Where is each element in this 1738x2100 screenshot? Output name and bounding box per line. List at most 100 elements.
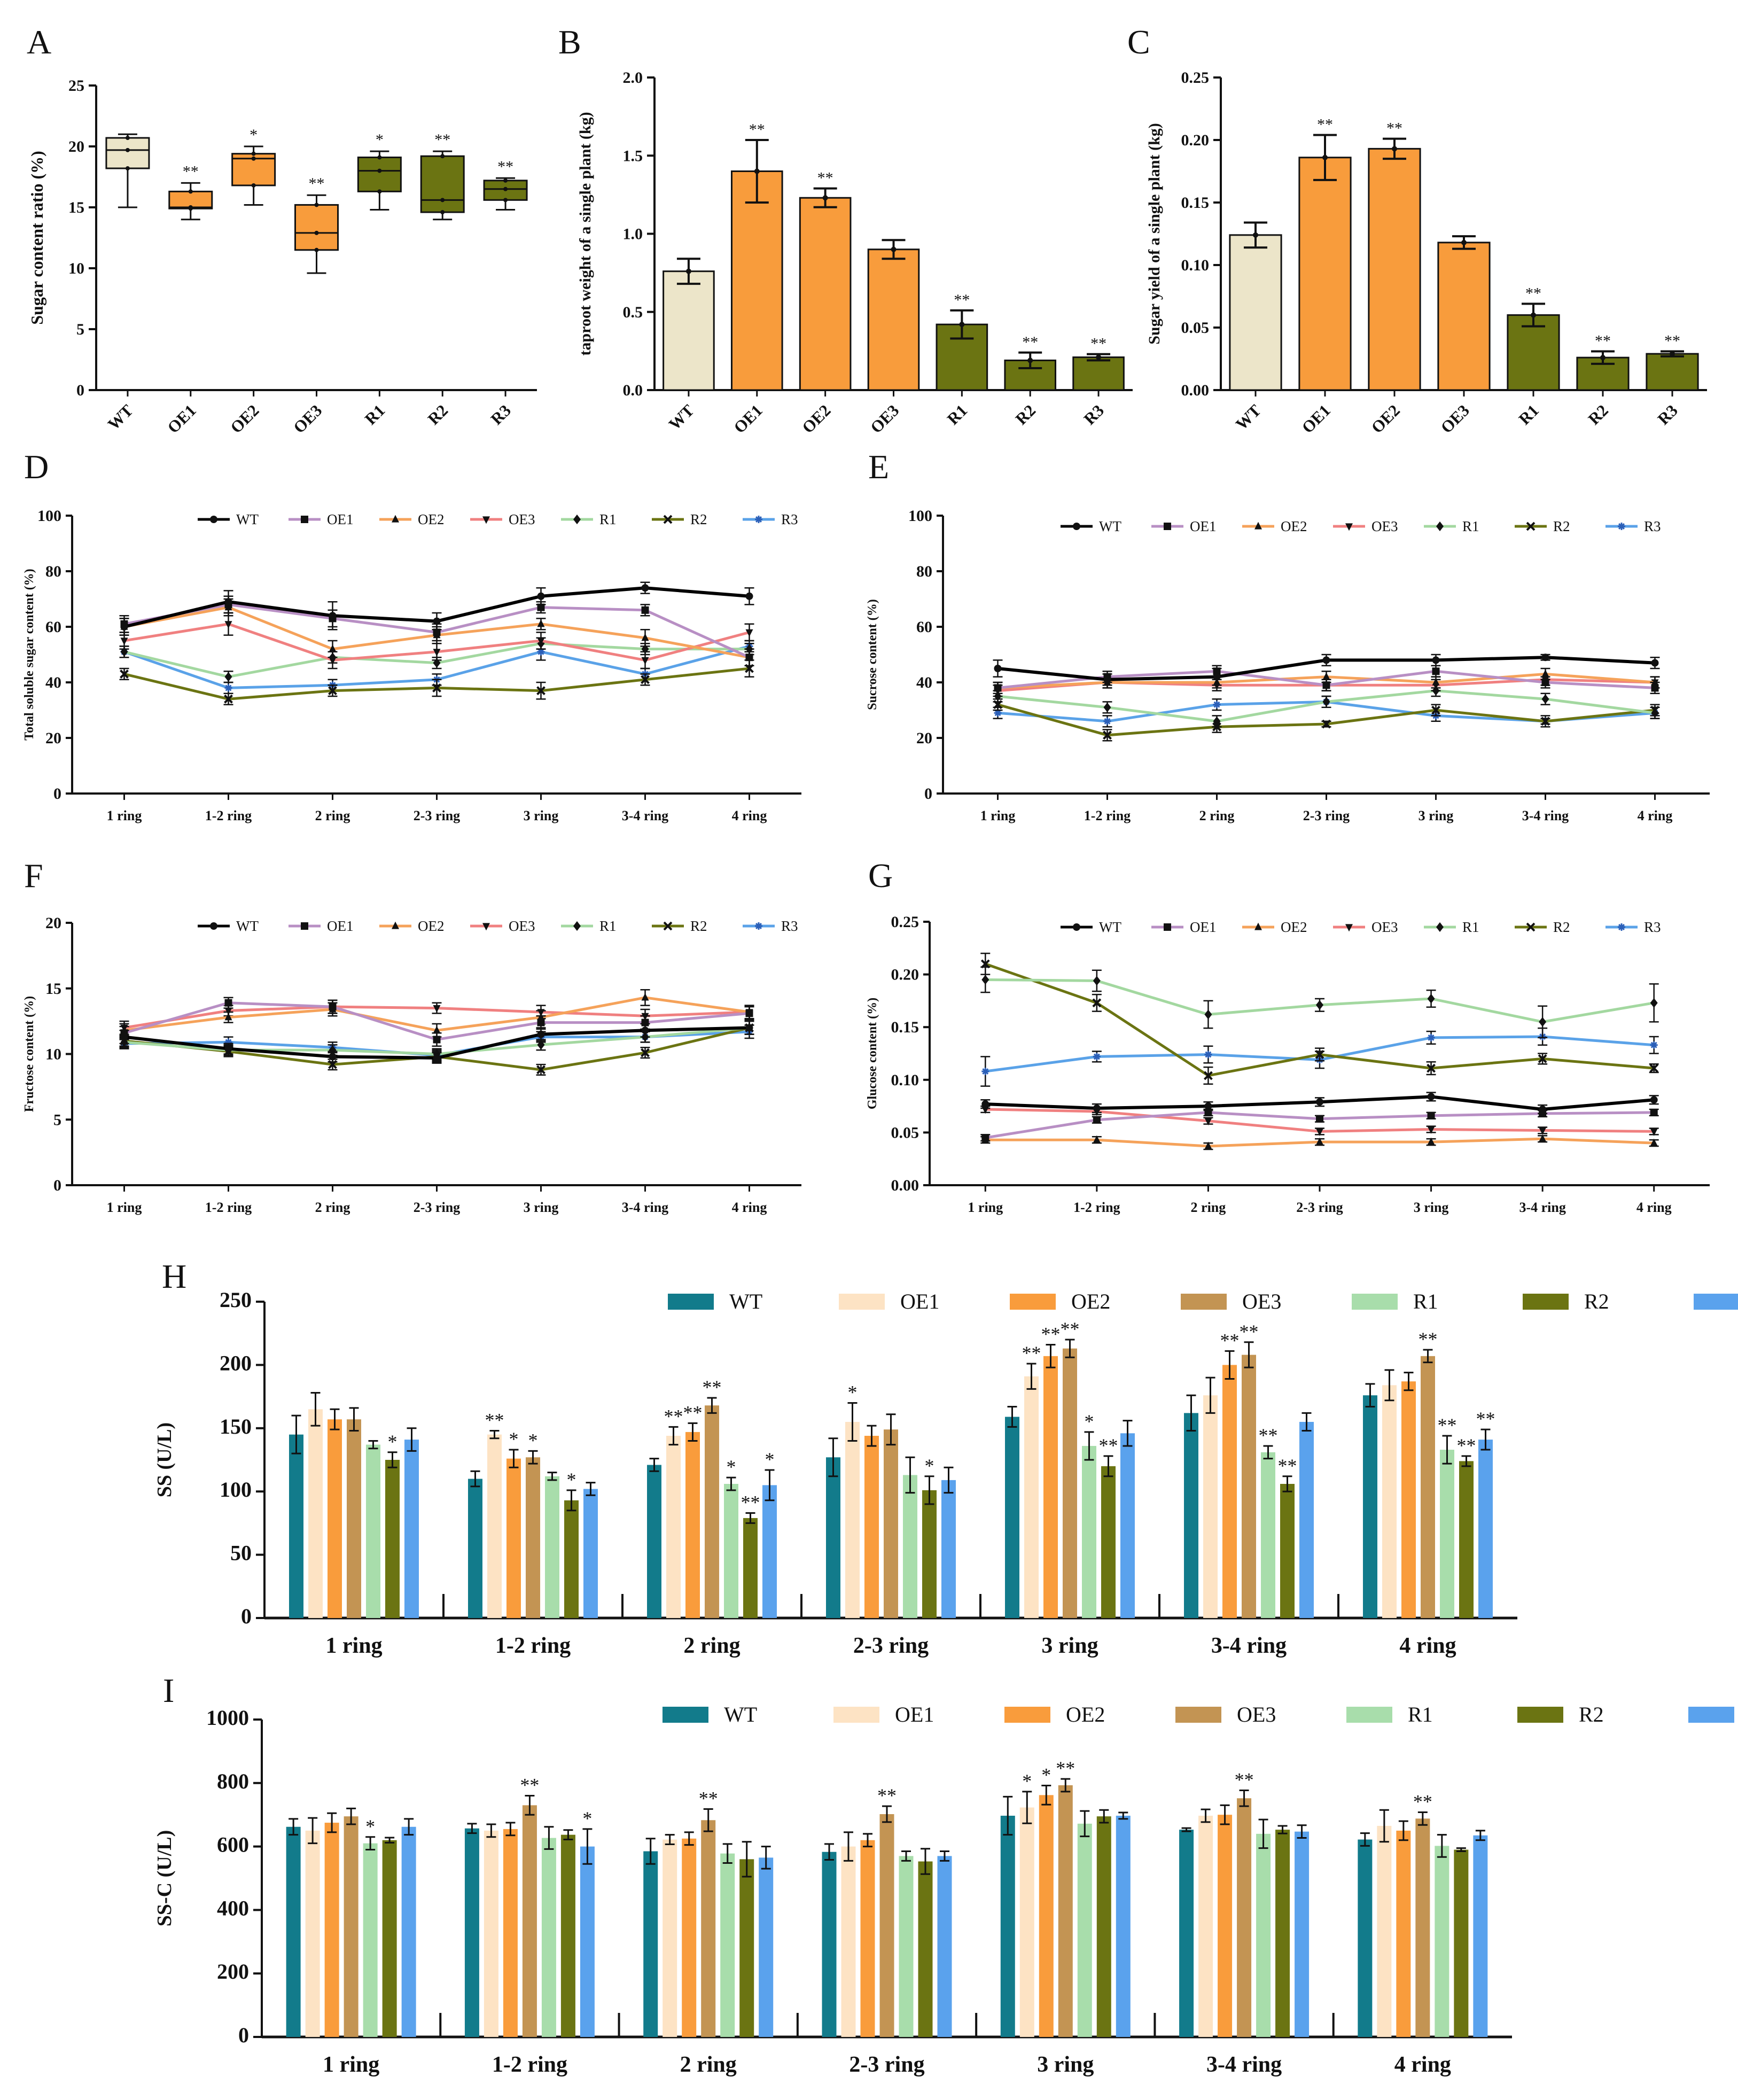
bar-R3 [1295,1831,1310,2037]
line-marker [1650,1128,1658,1136]
line-marker [1073,923,1080,931]
significance-mark: ** [1259,1425,1278,1446]
significance-mark: ** [520,1775,539,1796]
bar-OE3 [1415,1818,1430,2037]
line-marker [1651,659,1659,667]
panel-I: I 0 200 400 600 800 1000 SS-C (U/L) WT OE1 OE2 OE3 R… [153,1671,1734,2077]
line-marker [1650,1108,1658,1116]
x-category-label: 3-4 ring [1522,808,1569,823]
bar-R2 [382,1840,397,2037]
bar-WT [1184,1413,1198,1618]
bar-OE3 [1421,1356,1435,1618]
line-marker [1093,1105,1101,1113]
line-marker [1651,678,1659,686]
line-marker [573,921,581,931]
y-tick-label: 0.5 [623,304,643,321]
line-marker [641,606,649,614]
x-category-label: OE1 [163,401,199,437]
significance-mark: ** [1386,120,1402,137]
x-category-label: 2 ring [315,808,350,823]
x-category-label: 3-4 ring [1211,1634,1287,1658]
legend-label-OE1: OE1 [1190,919,1217,935]
legend-label-OE3: OE3 [1237,1702,1276,1726]
bar-OE1 [845,1421,860,1618]
line-marker [224,1038,232,1046]
x-category-label: 1-2 ring [1073,1200,1120,1215]
line-marker [641,993,649,1001]
line-marker [433,617,441,625]
bar-OE1 [730,170,783,391]
bar-OE1 [1382,1385,1397,1618]
data-point [125,166,130,171]
y-tick-label: 5 [53,1111,61,1129]
legend-label-R2: R2 [1584,1289,1609,1313]
bar-WT [1179,1830,1194,2037]
x-category-label: R3 [1654,401,1681,429]
line-marker [1651,684,1659,692]
line-marker [224,1045,232,1053]
significance-mark: * [567,1469,576,1490]
line-marker [1538,1054,1547,1063]
bar-R2 [743,1518,758,1618]
y-tick-label: 40 [45,674,61,691]
line-marker [329,612,337,620]
x-category-label: OE3 [1437,401,1473,437]
bar-R3 [1299,1421,1314,1618]
line-marker [641,584,649,592]
mean-point [1322,154,1328,160]
line-marker [1541,670,1549,677]
bar-OE1 [308,1409,323,1618]
significance-mark: ** [1457,1435,1476,1456]
bar-OE2 [1039,1795,1054,2037]
bar-WT [468,1479,482,1618]
line-marker [1316,1128,1323,1136]
line-marker [1103,730,1112,740]
box-OE3 [294,204,339,251]
line-marker [1526,522,1536,531]
line-marker [745,592,753,600]
significance-mark: ** [1220,1329,1240,1351]
y-tick-label: 200 [220,1351,252,1375]
significance-mark: ** [1438,1414,1457,1436]
x-category-label: 4 ring [732,808,767,823]
x-category-label: 4 ring [1636,1200,1672,1215]
data-point [314,203,319,207]
line-marker [1541,694,1549,704]
data-point [440,154,445,159]
y-tick-label: 0.15 [1181,194,1210,212]
legend-label-OE3: OE3 [509,918,535,934]
y-tick-label: 0 [238,2023,249,2047]
bar-R3 [1120,1433,1135,1618]
line-marker [537,637,545,645]
bar-OE1 [484,1830,498,2037]
line-marker [755,516,762,523]
significance-mark: ** [1317,116,1333,134]
significance-mark: ** [1525,285,1541,302]
legend-swatch-OE1 [839,1294,885,1310]
x-category-label: 2-3 ring [414,1200,460,1215]
line-marker [1093,1053,1101,1061]
line-marker [981,1068,989,1076]
line-marker [224,621,232,629]
bar-OE3 [522,1805,537,2037]
bar-OE3 [526,1457,540,1618]
line-marker [537,603,545,611]
data-point [251,151,256,156]
panel-label-F: F [24,857,43,895]
x-category-label: OE3 [867,401,902,437]
data-point [377,189,382,194]
line-marker [1432,656,1440,664]
data-point [188,205,193,209]
bar-WT [464,1828,479,2037]
bar-OE3 [344,1816,358,2037]
y-tick-label: 2.0 [623,69,643,87]
bar-OE3 [347,1419,361,1618]
bar-R2 [385,1460,400,1618]
panel-B: B 0.0 0.5 1.0 1.5 2.0 taproot weight of a sing… [558,23,1133,437]
line-marker [573,514,581,525]
line-marker [301,922,308,930]
bar-R3 [580,1846,595,2037]
x-category-label: 4 ring [1394,2052,1451,2077]
line-marker [1649,1063,1659,1073]
line-marker [1316,1098,1323,1106]
